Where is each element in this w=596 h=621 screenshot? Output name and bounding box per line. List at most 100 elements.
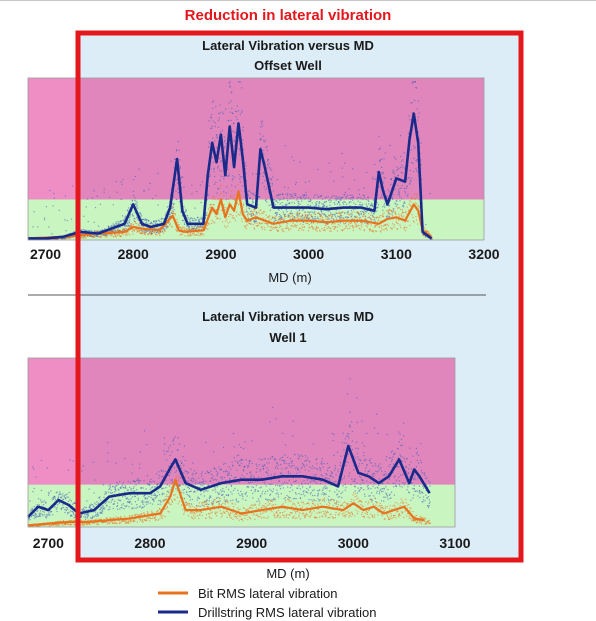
scatter-point-drillstring (124, 457, 126, 460)
scatter-point-drillstring (372, 176, 374, 179)
scatter-point-drillstring (116, 502, 119, 504)
scatter-point-drillstring (134, 212, 137, 214)
scatter-point-drillstring (156, 483, 158, 485)
scatter-point-bit (138, 229, 140, 231)
scatter-point-drillstring (35, 514, 38, 516)
scatter-point-bit (302, 223, 304, 226)
scatter-point-drillstring (342, 196, 344, 199)
scatter-point-bit (369, 230, 371, 232)
scatter-point-bit (394, 211, 396, 213)
scatter-point-bit (55, 238, 57, 240)
scatter-point-bit (112, 235, 114, 237)
scatter-point-bit (124, 515, 126, 517)
scatter-point-drillstring (40, 459, 43, 461)
scatter-point-drillstring (103, 496, 105, 498)
scatter-point-bit (299, 218, 301, 220)
scatter-point-bit (211, 503, 213, 505)
scatter-point-bit (172, 206, 175, 208)
scatter-point-drillstring (254, 490, 256, 493)
scatter-point-drillstring (156, 220, 158, 222)
scatter-point-bit (185, 504, 187, 506)
scatter-point-drillstring (89, 508, 92, 510)
scatter-point-drillstring (115, 462, 117, 464)
scatter-point-bit (201, 226, 203, 228)
scatter-point-bit (195, 507, 197, 510)
scatter-point-drillstring (211, 477, 213, 479)
scatter-point-drillstring (62, 504, 64, 506)
scatter-point-drillstring (328, 218, 330, 220)
scatter-point-bit (206, 227, 208, 229)
scatter-point-bit (190, 516, 193, 518)
scatter-point-drillstring (215, 181, 217, 183)
scatter-point-drillstring (228, 102, 230, 104)
scatter-point-drillstring (190, 217, 192, 220)
scatter-point-drillstring (228, 173, 230, 175)
scatter-point-bit (385, 227, 388, 229)
scatter-point-bit (220, 192, 222, 194)
scatter-point-drillstring (160, 221, 162, 223)
scatter-point-drillstring (138, 479, 140, 482)
scatter-point-drillstring (170, 462, 172, 465)
scatter-point-bit (94, 522, 96, 524)
scatter-point-drillstring (305, 191, 307, 193)
scatter-point-drillstring (177, 449, 179, 451)
scatter-point-drillstring (379, 159, 381, 161)
scatter-point-bit (163, 232, 165, 234)
scatter-point-drillstring (64, 195, 67, 197)
scatter-point-drillstring (234, 110, 237, 113)
scatter-point-drillstring (213, 183, 216, 185)
scatter-point-drillstring (113, 503, 115, 505)
scatter-point-bit (68, 524, 70, 526)
scatter-point-bit (275, 215, 277, 218)
scatter-point-drillstring (99, 230, 101, 232)
scatter-point-bit (366, 226, 369, 228)
scatter-point-drillstring (189, 496, 191, 498)
scatter-point-drillstring (260, 494, 262, 497)
scatter-point-drillstring (371, 202, 373, 204)
scatter-point-bit (306, 216, 308, 219)
scatter-point-bit (112, 522, 114, 524)
scatter-point-bit (426, 230, 428, 232)
scatter-point-drillstring (89, 235, 92, 237)
scatter-point-bit (322, 229, 324, 231)
scatter-point-drillstring (198, 220, 200, 222)
scatter-point-drillstring (264, 189, 267, 191)
scatter-point-drillstring (118, 492, 120, 494)
scatter-point-drillstring (89, 507, 91, 509)
scatter-point-bit (360, 221, 362, 224)
scatter-point-drillstring (230, 474, 233, 477)
scatter-point-drillstring (213, 451, 215, 453)
scatter-point-drillstring (259, 470, 261, 472)
scatter-point-drillstring (205, 441, 207, 444)
scatter-point-drillstring (349, 194, 351, 196)
scatter-point-drillstring (67, 496, 70, 498)
scatter-point-drillstring (67, 469, 70, 471)
scatter-point-drillstring (190, 478, 193, 480)
scatter-point-bit (186, 510, 188, 512)
scatter-point-drillstring (406, 178, 408, 181)
scatter-point-drillstring (118, 489, 120, 491)
scatter-point-drillstring (193, 227, 195, 229)
scatter-point-drillstring (228, 466, 230, 468)
scatter-point-drillstring (211, 125, 213, 127)
scatter-point-bit (347, 227, 349, 230)
scatter-point-drillstring (166, 450, 168, 453)
scatter-point-drillstring (329, 199, 331, 201)
scatter-point-drillstring (411, 82, 413, 84)
scatter-point-bit (271, 226, 273, 228)
scatter-point-drillstring (357, 200, 359, 202)
scatter-point-bit (356, 215, 358, 218)
scatter-point-drillstring (120, 220, 122, 222)
scatter-point-bit (218, 194, 221, 196)
scatter-point-drillstring (208, 472, 210, 474)
scatter-point-bit (179, 227, 181, 229)
scatter-point-drillstring (178, 443, 181, 445)
scatter-point-drillstring (139, 212, 141, 214)
scatter-point-drillstring (239, 178, 241, 180)
scatter-point-drillstring (42, 501, 44, 503)
scatter-point-drillstring (310, 211, 312, 213)
scatter-point-bit (264, 222, 266, 224)
scatter-point-bit (108, 522, 110, 524)
scatter-point-drillstring (141, 506, 144, 508)
scatter-point-bit (365, 217, 367, 219)
